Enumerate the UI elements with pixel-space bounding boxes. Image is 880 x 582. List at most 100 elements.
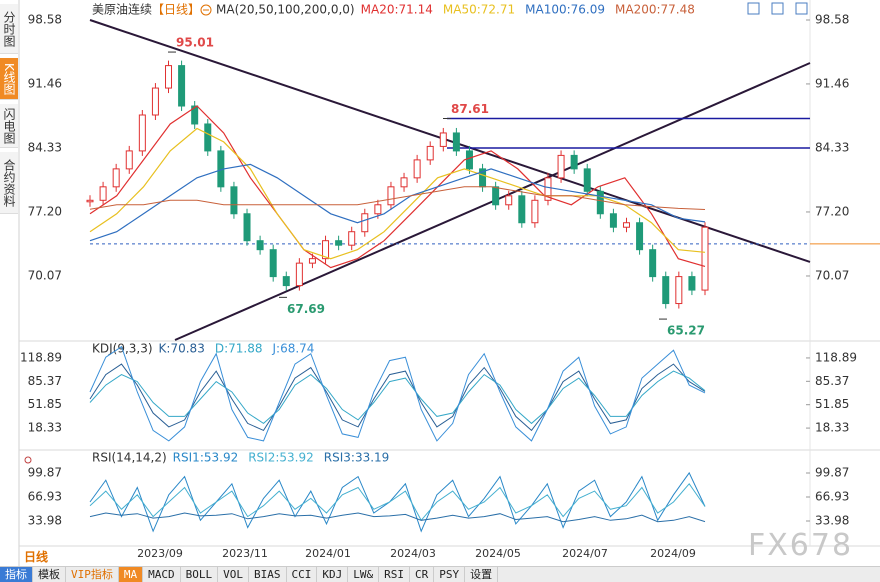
y-tick-label-left: 70.07 (28, 268, 62, 282)
watermark: FX678 (748, 528, 854, 563)
indicator-line (89, 512, 706, 523)
y-tick-label-left: 98.58 (28, 13, 62, 27)
toolbar-tab[interactable]: 模板 (33, 567, 66, 582)
toolbar-tab[interactable]: CR (410, 567, 435, 582)
candle (531, 199, 539, 224)
toolbar-tab[interactable]: LW& (348, 567, 380, 582)
toolbar-tab[interactable]: RSI (379, 567, 410, 582)
toolbar-tab[interactable]: MACD (143, 567, 181, 582)
candle (452, 132, 460, 152)
window-button[interactable] (771, 2, 784, 15)
toolbar-tab[interactable]: MA (118, 567, 144, 582)
legend-sep: : (275, 451, 279, 465)
toolbar-tab[interactable]: BOLL (181, 567, 219, 582)
legend-sep: : (477, 3, 481, 17)
candle (243, 213, 251, 242)
candle (335, 240, 343, 246)
y-tick-label: 66.93 (815, 489, 849, 503)
candle (256, 240, 264, 251)
legend-name: MA100 (525, 3, 566, 17)
candle (125, 150, 133, 170)
period-button[interactable]: 日线 (24, 550, 49, 564)
candle (99, 186, 107, 201)
candle (138, 114, 146, 152)
window-button[interactable] (747, 2, 760, 15)
candle (374, 204, 382, 215)
toolbar-tab[interactable]: BIAS (249, 567, 287, 582)
annotation-label: 65.27 (667, 324, 705, 338)
legend-name: RSI3 (324, 451, 351, 465)
candle (492, 186, 500, 206)
x-tick-label: 2024/05 (475, 547, 521, 560)
sidebar-tab[interactable]: K线图 (0, 58, 18, 100)
legend-value: 70.83 (170, 342, 204, 356)
candle (165, 65, 173, 89)
indicator-line (89, 370, 706, 425)
indicator-title: RSI(14,14,2) (92, 451, 167, 465)
y-tick-label: 98.58 (815, 13, 849, 27)
candle (112, 168, 120, 188)
toolbar-tab[interactable]: VIP指标 (66, 567, 119, 582)
toolbar-tab[interactable]: 指标 (0, 567, 33, 582)
legend-sep: : (656, 3, 660, 17)
indicator-label: MA(20,50,100,200,0,0) (216, 3, 355, 17)
legend-value: 68.74 (280, 342, 314, 356)
candle (151, 87, 159, 116)
legend-name: MA200 (615, 3, 656, 17)
indicator-line (89, 363, 706, 432)
toolbar-tab[interactable]: VOL (218, 567, 249, 582)
candle (282, 276, 290, 287)
sidebar-tab[interactable]: 闪电图 (0, 104, 18, 148)
candle (361, 213, 369, 233)
x-tick-label: 2024/01 (305, 547, 351, 560)
toolbar-tab[interactable]: KDJ (317, 567, 349, 582)
candle (295, 262, 303, 287)
ma-line (89, 186, 706, 210)
y-tick-label-left: 18.33 (28, 421, 62, 435)
legend-value: 76.09 (571, 3, 605, 17)
legend-value: 77.48 (661, 3, 695, 17)
toolbar: 指标 模板 VIP指标 MA MACD BOLL VOL BIAS CCI KDJ LW& RSI CR… (0, 566, 880, 582)
y-tick-label-left: 91.46 (28, 76, 62, 90)
x-tick-label: 2023/11 (222, 547, 268, 560)
legend-value: 72.71 (481, 3, 515, 17)
x-tick-label: 2024/09 (650, 547, 696, 560)
y-tick-label-left: 85.37 (28, 374, 62, 388)
indicator-line (89, 471, 706, 533)
trendline (89, 19, 811, 263)
y-tick-label: 118.89 (815, 350, 857, 364)
legend-sep: : (166, 342, 170, 356)
candle (178, 65, 186, 107)
y-tick-label-left: 77.20 (28, 204, 62, 218)
legend-name: MA20 (361, 3, 395, 17)
y-tick-label-left: 51.85 (28, 397, 62, 411)
sidebar-tab[interactable]: 分时图 (0, 4, 18, 54)
legend-value: 33.19 (355, 451, 389, 465)
y-tick-label-left: 66.93 (28, 489, 62, 503)
y-tick-label-left: 84.33 (28, 140, 62, 154)
toolbar-tab[interactable]: PSY (434, 567, 466, 582)
window-button[interactable] (795, 2, 808, 15)
x-tick-label: 2023/09 (137, 547, 183, 560)
sidebar-tab[interactable]: 合约资料 (0, 152, 18, 214)
legend-name: D (215, 342, 224, 356)
candle (322, 240, 330, 260)
candle (570, 154, 578, 170)
y-tick-label: 99.87 (815, 466, 849, 480)
candle (465, 150, 473, 170)
candle (191, 105, 199, 125)
candle (505, 195, 513, 206)
settings-icon[interactable] (24, 456, 32, 464)
y-tick-label: 33.98 (815, 514, 849, 528)
candle (308, 258, 316, 264)
toolbar-tab[interactable]: CCI (287, 567, 318, 582)
candle (439, 132, 447, 147)
period-label: 【日线】 (152, 3, 200, 17)
legend-name: RSI1 (173, 451, 200, 465)
minus-icon[interactable] (200, 4, 212, 16)
legend-sep: : (394, 3, 398, 17)
legend-value: 71.88 (228, 342, 262, 356)
toolbar-tab[interactable]: 设置 (465, 567, 499, 582)
